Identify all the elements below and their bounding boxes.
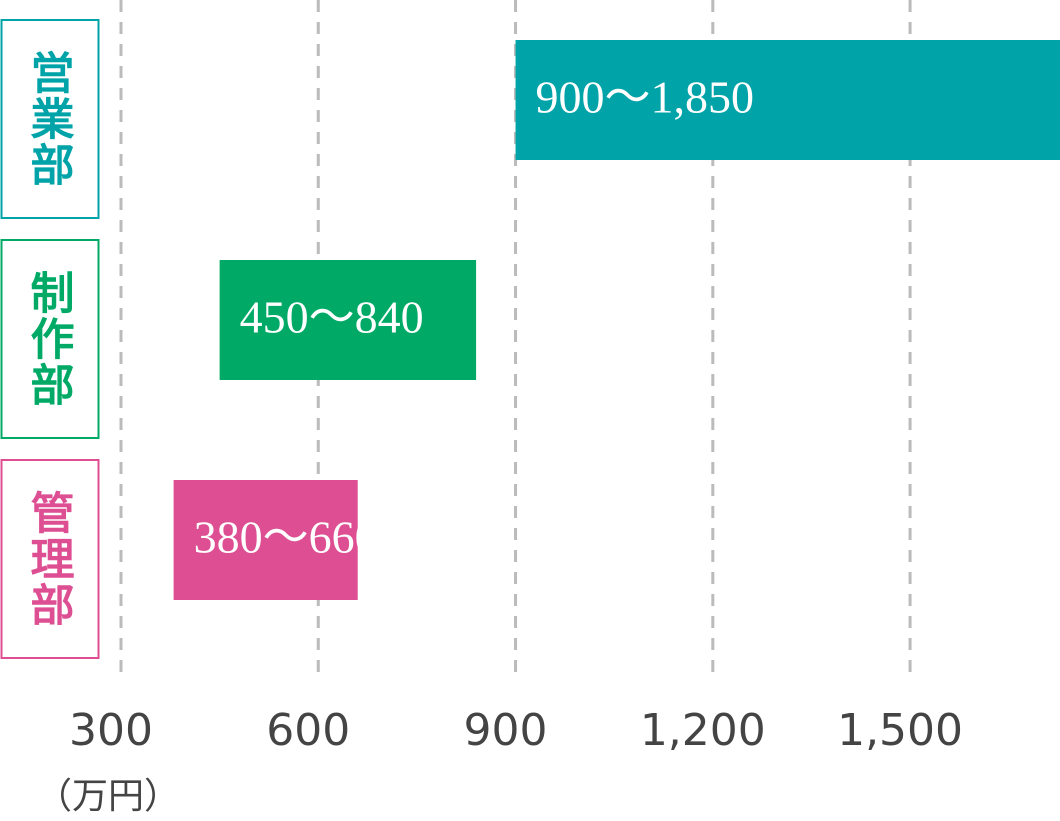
bar	[515, 40, 1060, 160]
value-label: 380〜660	[194, 512, 378, 563]
bar	[173, 480, 358, 600]
x-tick-label: 600	[266, 705, 350, 756]
category-box	[0, 459, 100, 659]
category-box	[0, 19, 100, 219]
x-tick-label: 900	[464, 705, 548, 756]
category-label: 営業部	[23, 50, 75, 188]
category-label: 管理部	[23, 490, 75, 628]
value-label: 450〜840	[240, 292, 424, 343]
x-axis-label: （万円）	[36, 776, 180, 817]
category-box	[0, 239, 100, 439]
x-tick-label: 1,200	[640, 705, 766, 756]
value-label: 900〜1,850	[536, 72, 755, 123]
x-tick-label: 1,500	[837, 705, 963, 756]
x-tick-label: 300	[69, 705, 153, 756]
category-label: 制作部	[23, 270, 75, 408]
bar	[219, 260, 477, 380]
